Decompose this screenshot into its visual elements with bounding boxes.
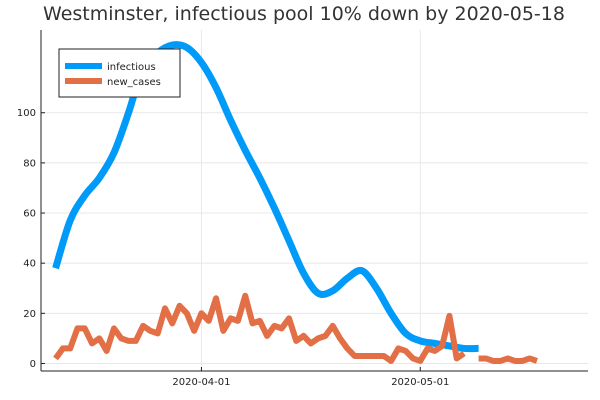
y-tick-label: 20 bbox=[23, 309, 36, 320]
y-tick-label: 60 bbox=[23, 209, 36, 220]
legend-label-new-cases: new_cases bbox=[107, 77, 161, 88]
legend-label-infectious: infectious bbox=[107, 62, 156, 73]
axes bbox=[40, 30, 588, 372]
chart-title: Westminster, infectious pool 10% down by… bbox=[43, 3, 565, 25]
legend: infectious new_cases bbox=[58, 48, 181, 98]
series-line-new-cases bbox=[53, 292, 466, 364]
x-tick-label: 2020-04-01 bbox=[172, 377, 230, 388]
y-tick-label: 100 bbox=[17, 108, 36, 119]
series-line-infectious bbox=[52, 41, 479, 353]
x-axis-ticks: 2020-04-01 2020-05-01 bbox=[172, 367, 449, 388]
x-tick-label: 2020-05-01 bbox=[391, 377, 449, 388]
series-lines bbox=[52, 41, 538, 364]
legend-box bbox=[58, 48, 181, 98]
series-line-new-cases bbox=[478, 355, 538, 364]
y-tick-label: 0 bbox=[30, 359, 36, 370]
y-tick-label: 80 bbox=[23, 158, 36, 169]
y-axis-ticks: 0 20 40 60 80 100 bbox=[17, 108, 45, 370]
y-tick-label: 40 bbox=[23, 259, 36, 270]
